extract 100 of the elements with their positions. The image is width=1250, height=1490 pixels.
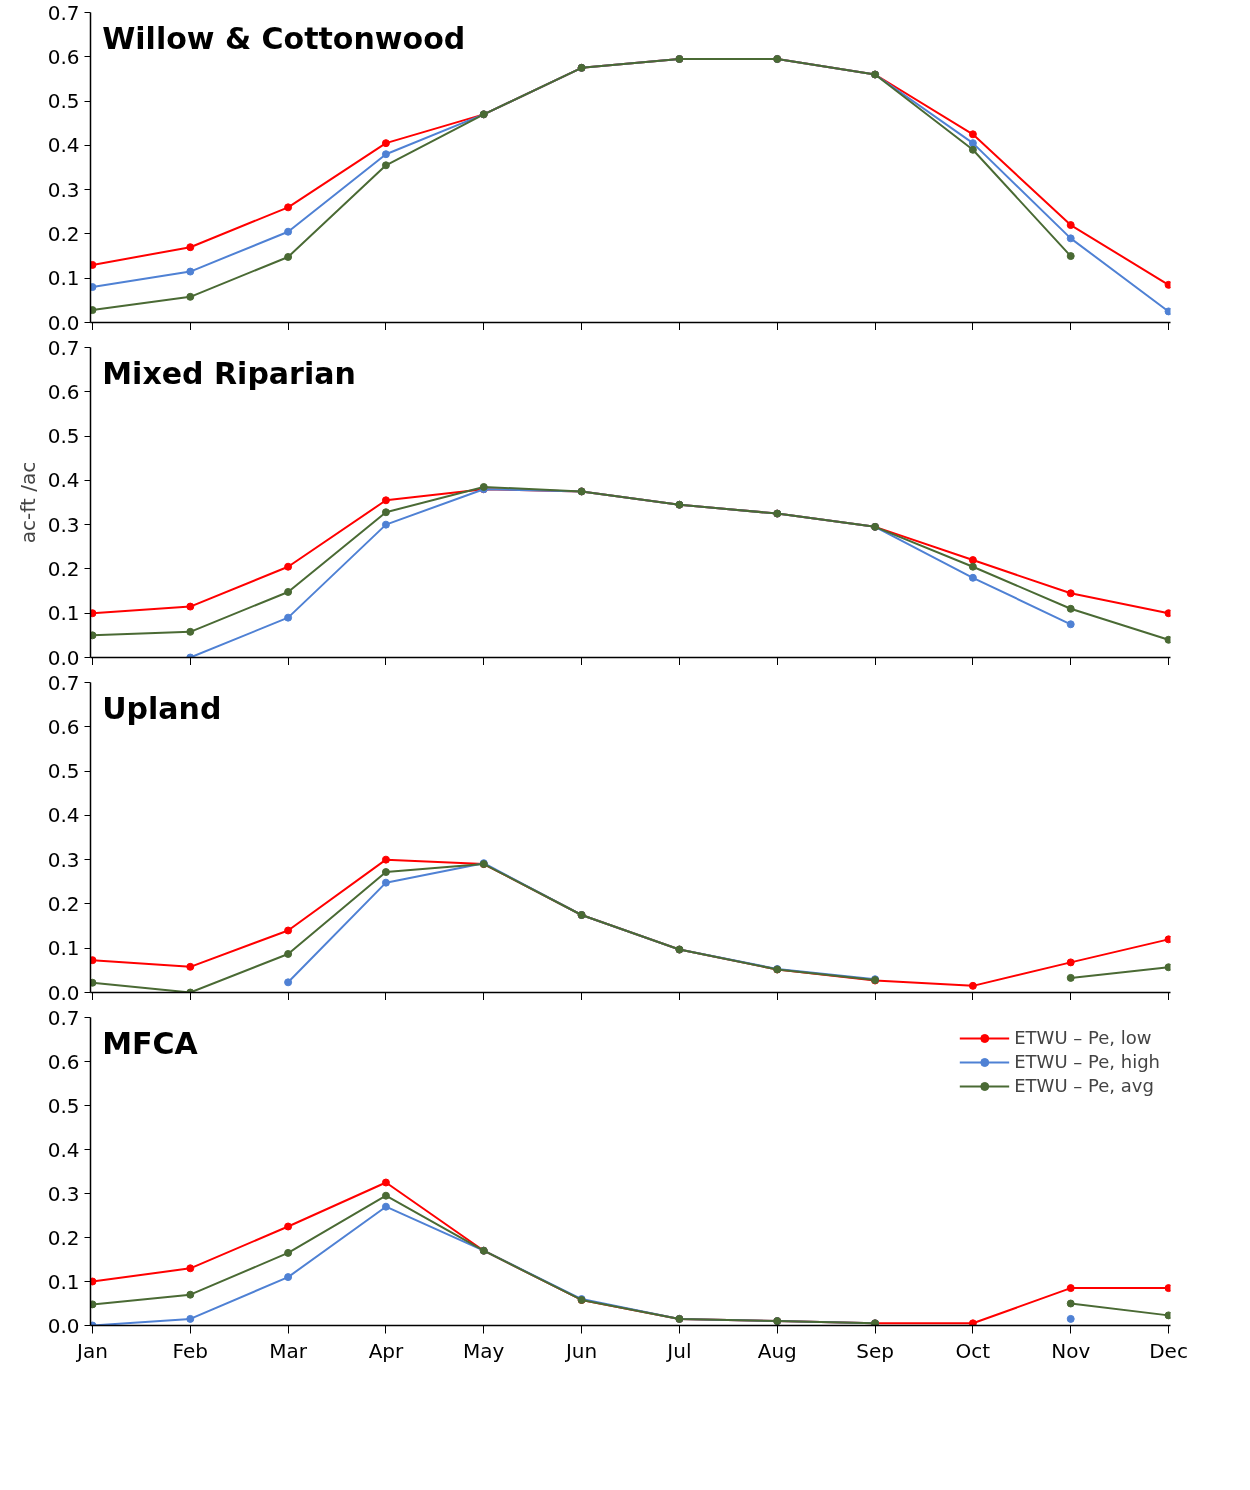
point bbox=[186, 1314, 195, 1323]
point bbox=[284, 252, 293, 261]
x-tick-label: Oct bbox=[955, 1338, 991, 1363]
point bbox=[1164, 307, 1171, 316]
y-tick-label: 0.6 bbox=[47, 714, 80, 739]
point bbox=[186, 1264, 195, 1273]
point bbox=[1066, 234, 1075, 243]
point bbox=[1164, 963, 1171, 972]
point bbox=[381, 496, 390, 505]
point bbox=[381, 520, 390, 529]
x-tick-label: Jun bbox=[563, 1338, 598, 1363]
y-tick-label: 0.0 bbox=[47, 980, 80, 1005]
point bbox=[968, 562, 977, 571]
point bbox=[381, 868, 390, 877]
point bbox=[284, 1273, 293, 1282]
point bbox=[90, 283, 97, 292]
point bbox=[1066, 252, 1075, 261]
y-tick-label: 0.2 bbox=[47, 556, 80, 581]
y-tick-label: 0.3 bbox=[47, 1181, 80, 1206]
legend-label: ETWU – Pe, low bbox=[1014, 1027, 1152, 1048]
point bbox=[1164, 280, 1171, 289]
point bbox=[381, 1202, 390, 1211]
y-tick-label: 0.6 bbox=[47, 379, 80, 404]
y-tick-label: 0.2 bbox=[47, 891, 80, 916]
chart-title: Upland bbox=[102, 691, 222, 727]
y-tick-label: 0.7 bbox=[47, 670, 80, 695]
point bbox=[968, 130, 977, 139]
y-tick-label: 0.4 bbox=[47, 803, 80, 828]
x-tick-label: Nov bbox=[1051, 1338, 1091, 1363]
y-tick-label: 0.0 bbox=[47, 645, 80, 670]
point bbox=[1066, 604, 1075, 613]
y-tick-label: 0.5 bbox=[47, 424, 80, 449]
point bbox=[186, 602, 195, 611]
point bbox=[186, 1290, 195, 1299]
y-tick-label: 0.6 bbox=[47, 1049, 80, 1074]
legend-label: ETWU – Pe, high bbox=[1014, 1051, 1160, 1072]
point bbox=[90, 1277, 97, 1286]
point bbox=[1066, 973, 1075, 982]
x-tick-label: May bbox=[463, 1338, 505, 1363]
point bbox=[90, 260, 97, 269]
point bbox=[1164, 935, 1171, 944]
x-tick-label: Sep bbox=[856, 1338, 894, 1363]
point bbox=[284, 949, 293, 958]
point bbox=[1164, 1311, 1171, 1320]
point bbox=[186, 962, 195, 971]
point bbox=[186, 243, 195, 252]
y-tick-label: 0.7 bbox=[47, 1005, 80, 1030]
point bbox=[90, 306, 97, 315]
y-tick-label: 0.0 bbox=[47, 1313, 80, 1338]
y-tick-label: 0.4 bbox=[47, 468, 80, 493]
legend-label: ETWU – Pe, avg bbox=[1014, 1075, 1154, 1096]
y-axis-title: ac-ft /ac bbox=[15, 461, 40, 544]
point bbox=[284, 203, 293, 212]
x-tick-label: Jul bbox=[665, 1338, 692, 1363]
y-tick-label: 0.1 bbox=[47, 936, 80, 961]
point bbox=[381, 161, 390, 170]
point bbox=[381, 1178, 390, 1187]
y-tick-label: 0.5 bbox=[47, 1093, 80, 1118]
point bbox=[284, 926, 293, 935]
point bbox=[968, 556, 977, 565]
point bbox=[381, 878, 390, 887]
point bbox=[1066, 958, 1075, 967]
point bbox=[90, 956, 97, 965]
point bbox=[284, 1222, 293, 1231]
point bbox=[1066, 620, 1075, 629]
point bbox=[1066, 221, 1075, 230]
point bbox=[90, 631, 97, 640]
point bbox=[186, 627, 195, 636]
y-tick-label: 0.4 bbox=[47, 133, 80, 158]
y-tick-label: 0.5 bbox=[47, 89, 80, 114]
point bbox=[381, 508, 390, 517]
point bbox=[1066, 1284, 1075, 1293]
y-tick-label: 0.4 bbox=[47, 1137, 80, 1162]
y-tick-label: 0.3 bbox=[47, 847, 80, 872]
point bbox=[381, 139, 390, 148]
point bbox=[381, 150, 390, 159]
point bbox=[1066, 1314, 1075, 1323]
x-tick-label: Feb bbox=[172, 1338, 208, 1363]
y-tick-label: 0.5 bbox=[47, 759, 80, 784]
point bbox=[968, 573, 977, 582]
point bbox=[968, 139, 977, 148]
x-tick-label: Dec bbox=[1149, 1338, 1188, 1363]
point bbox=[968, 145, 977, 154]
y-tick-label: 0.0 bbox=[47, 310, 80, 335]
y-tick-label: 0.3 bbox=[47, 177, 80, 202]
chart-title: Mixed Riparian bbox=[102, 356, 356, 392]
point bbox=[186, 292, 195, 301]
y-tick-label: 0.6 bbox=[47, 44, 80, 69]
chart-title: Willow & Cottonwood bbox=[102, 21, 466, 57]
point bbox=[284, 978, 293, 987]
x-tick-label: Apr bbox=[368, 1338, 405, 1363]
point bbox=[1164, 609, 1171, 618]
y-tick-label: 0.1 bbox=[47, 266, 80, 291]
point bbox=[1164, 635, 1171, 644]
point bbox=[90, 609, 97, 618]
x-tick-label: Aug bbox=[757, 1338, 797, 1363]
point bbox=[381, 1191, 390, 1200]
point bbox=[284, 613, 293, 622]
point bbox=[1066, 589, 1075, 598]
x-tick-label: Mar bbox=[269, 1338, 308, 1363]
